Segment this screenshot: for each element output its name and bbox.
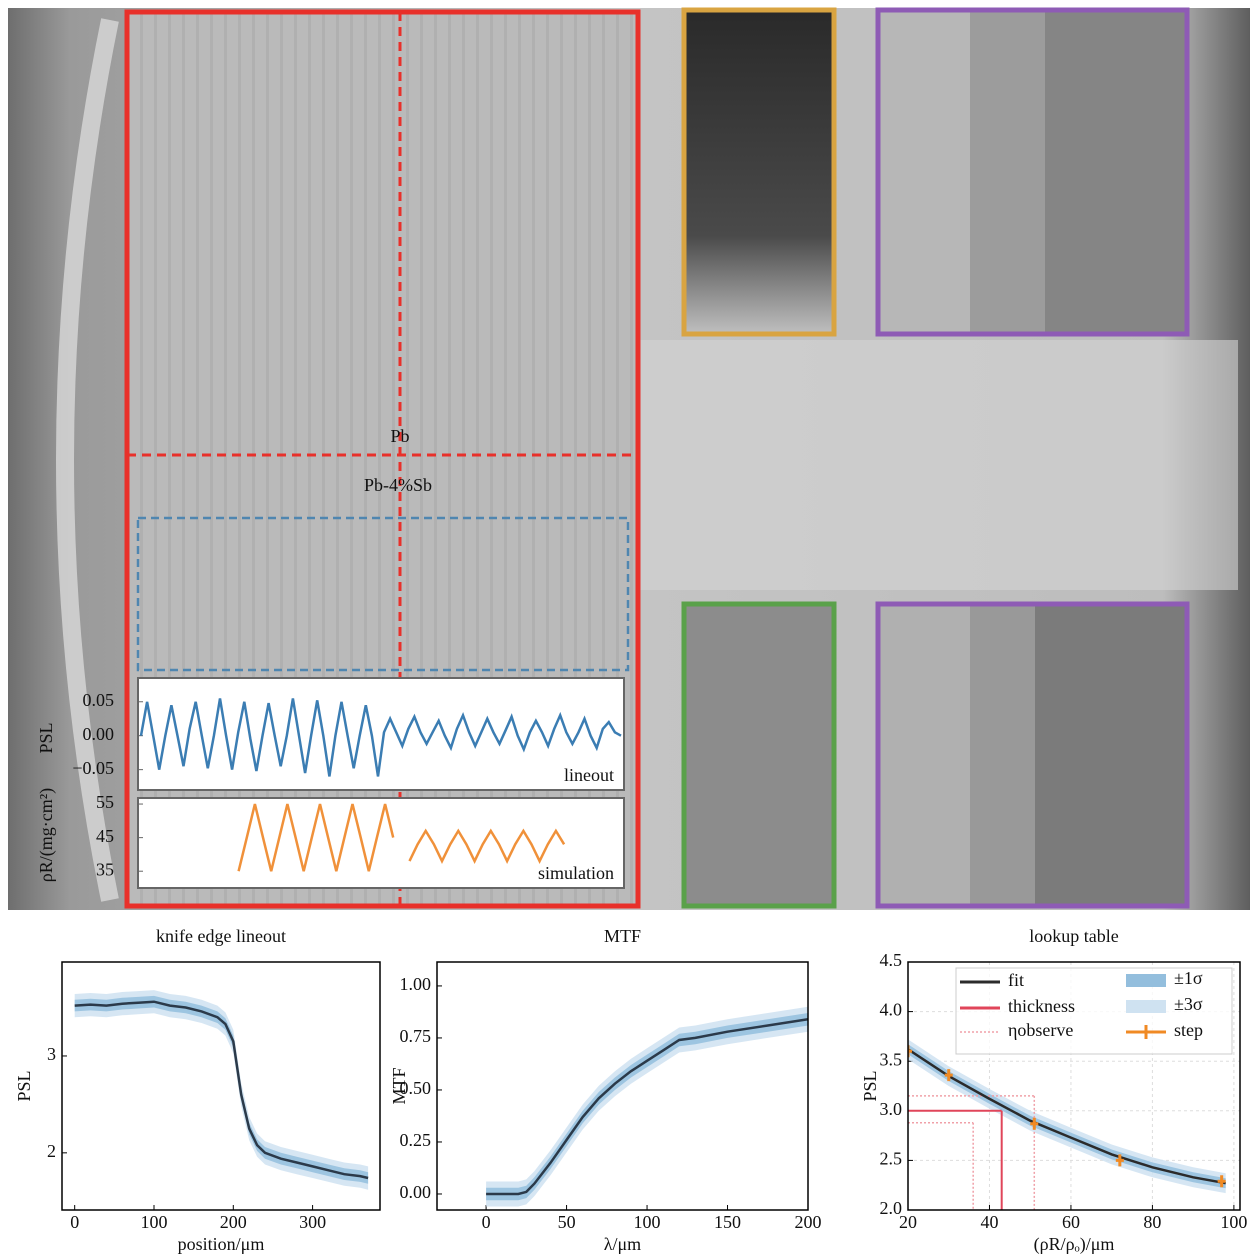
x-tick-label: 20 bbox=[899, 1212, 917, 1232]
y-tick-label: 0.05 bbox=[83, 690, 115, 710]
inset-frame bbox=[137, 797, 625, 889]
legend-swatch bbox=[1126, 1000, 1166, 1013]
y-tick-label: 1.00 bbox=[400, 974, 432, 994]
y-axis-label: PSL bbox=[14, 1070, 34, 1101]
data-line bbox=[486, 1017, 808, 1196]
x-tick-label: 150 bbox=[714, 1212, 741, 1232]
legend-label: fit bbox=[1008, 970, 1024, 990]
step-4 bbox=[880, 606, 970, 904]
chart-title: knife edge lineout bbox=[156, 926, 286, 946]
step-2 bbox=[970, 12, 1045, 332]
y-tick-label: 0.00 bbox=[83, 724, 115, 744]
y-tick-label: 2.5 bbox=[880, 1149, 903, 1169]
step-wedge bbox=[686, 12, 832, 332]
step-marker bbox=[944, 1069, 953, 1082]
data-line bbox=[139, 698, 622, 777]
error-band bbox=[74, 995, 369, 1184]
y-tick-label: 4.5 bbox=[880, 950, 903, 970]
region-label: Pb-4%Sb bbox=[364, 475, 432, 495]
legend-label: ηobserve bbox=[1008, 1020, 1073, 1040]
y-tick-label: 35 bbox=[96, 859, 114, 879]
legend-label: thickness bbox=[1008, 996, 1075, 1016]
y-tick-label: −0.05 bbox=[72, 758, 114, 778]
legend-label: step bbox=[1174, 1020, 1203, 1040]
step-marker bbox=[1030, 1117, 1039, 1130]
y-tick-label: 2.0 bbox=[880, 1198, 903, 1218]
annotation: simulation bbox=[538, 863, 614, 883]
bright-region bbox=[638, 340, 1238, 590]
x-tick-label: 200 bbox=[795, 1212, 822, 1232]
error-band bbox=[486, 1006, 808, 1207]
plot-area bbox=[486, 1006, 808, 1207]
blue-dashed-box bbox=[136, 516, 630, 672]
chart-title: lookup table bbox=[1029, 926, 1118, 946]
step-5 bbox=[970, 606, 1035, 904]
green-region bbox=[686, 606, 832, 904]
red-box bbox=[124, 9, 641, 909]
x-tick-label: 200 bbox=[220, 1212, 247, 1232]
radiograph: Pb Pb-4%Sb bbox=[8, 7, 1250, 910]
y-tick-label: 4.0 bbox=[880, 1000, 903, 1020]
x-tick-label: 40 bbox=[980, 1212, 998, 1232]
step-6 bbox=[1035, 606, 1185, 904]
y-tick-label: 0.25 bbox=[400, 1130, 432, 1150]
orange-box bbox=[681, 7, 837, 337]
y-axis-label: MTF bbox=[389, 1067, 409, 1104]
x-tick-label: 100 bbox=[634, 1212, 661, 1232]
region-label: Pb bbox=[390, 426, 409, 446]
plot-frame bbox=[907, 961, 1241, 1211]
y-tick-label: 0.50 bbox=[400, 1078, 432, 1098]
x-tick-label: 0 bbox=[482, 1212, 491, 1232]
y-tick-label: 2 bbox=[47, 1141, 56, 1161]
x-axis-label: position/μm bbox=[178, 1234, 265, 1254]
arc bbox=[56, 18, 119, 902]
plot-frame bbox=[61, 961, 381, 1211]
step-1 bbox=[880, 12, 970, 332]
x-tick-label: 80 bbox=[1143, 1212, 1161, 1232]
data-line bbox=[237, 803, 566, 872]
y-tick-label: 55 bbox=[96, 792, 114, 812]
y-tick-label: 3.0 bbox=[880, 1099, 903, 1119]
plot-frame bbox=[436, 961, 809, 1211]
x-axis-label: (ρR/ρₒ)/μm bbox=[1034, 1234, 1115, 1255]
step-marker bbox=[908, 1045, 912, 1058]
legend-swatch bbox=[1126, 974, 1166, 987]
purple-box bbox=[875, 601, 1190, 909]
y-axis-label: PSL bbox=[860, 1070, 880, 1101]
legend-label: ±3σ bbox=[1174, 994, 1203, 1014]
y-tick-label: 45 bbox=[96, 826, 114, 846]
x-tick-label: 0 bbox=[70, 1212, 79, 1232]
x-axis-label: λ/μm bbox=[604, 1234, 641, 1254]
x-tick-label: 50 bbox=[558, 1212, 576, 1232]
y-axis-label: ρR/(mg·cm²) bbox=[36, 788, 57, 882]
step-marker bbox=[1217, 1175, 1226, 1188]
y-tick-label: 0.00 bbox=[400, 1182, 432, 1202]
annotation: lineout bbox=[564, 765, 614, 785]
chart-title: MTF bbox=[604, 926, 641, 946]
y-tick-label: 3.5 bbox=[880, 1049, 903, 1069]
x-tick-label: 60 bbox=[1062, 1212, 1080, 1232]
x-tick-label: 100 bbox=[1220, 1212, 1247, 1232]
legend-label: ±1σ bbox=[1174, 968, 1203, 988]
green-box bbox=[681, 601, 837, 909]
x-tick-label: 300 bbox=[299, 1212, 326, 1232]
y-axis-label: PSL bbox=[36, 722, 56, 753]
legend-box bbox=[955, 967, 1233, 1055]
plot-area bbox=[908, 1039, 1226, 1210]
y-tick-label: 3 bbox=[47, 1044, 56, 1064]
step-marker bbox=[1115, 1154, 1124, 1167]
step-3 bbox=[1045, 12, 1185, 332]
data-line bbox=[908, 1048, 1226, 1185]
purple-box bbox=[875, 7, 1190, 337]
y-tick-label: 0.75 bbox=[400, 1026, 432, 1046]
data-line bbox=[74, 1000, 369, 1180]
plot-area bbox=[74, 990, 369, 1190]
legend-swatch bbox=[1126, 1025, 1166, 1039]
error-band bbox=[908, 1044, 1226, 1189]
x-tick-label: 100 bbox=[140, 1212, 167, 1232]
